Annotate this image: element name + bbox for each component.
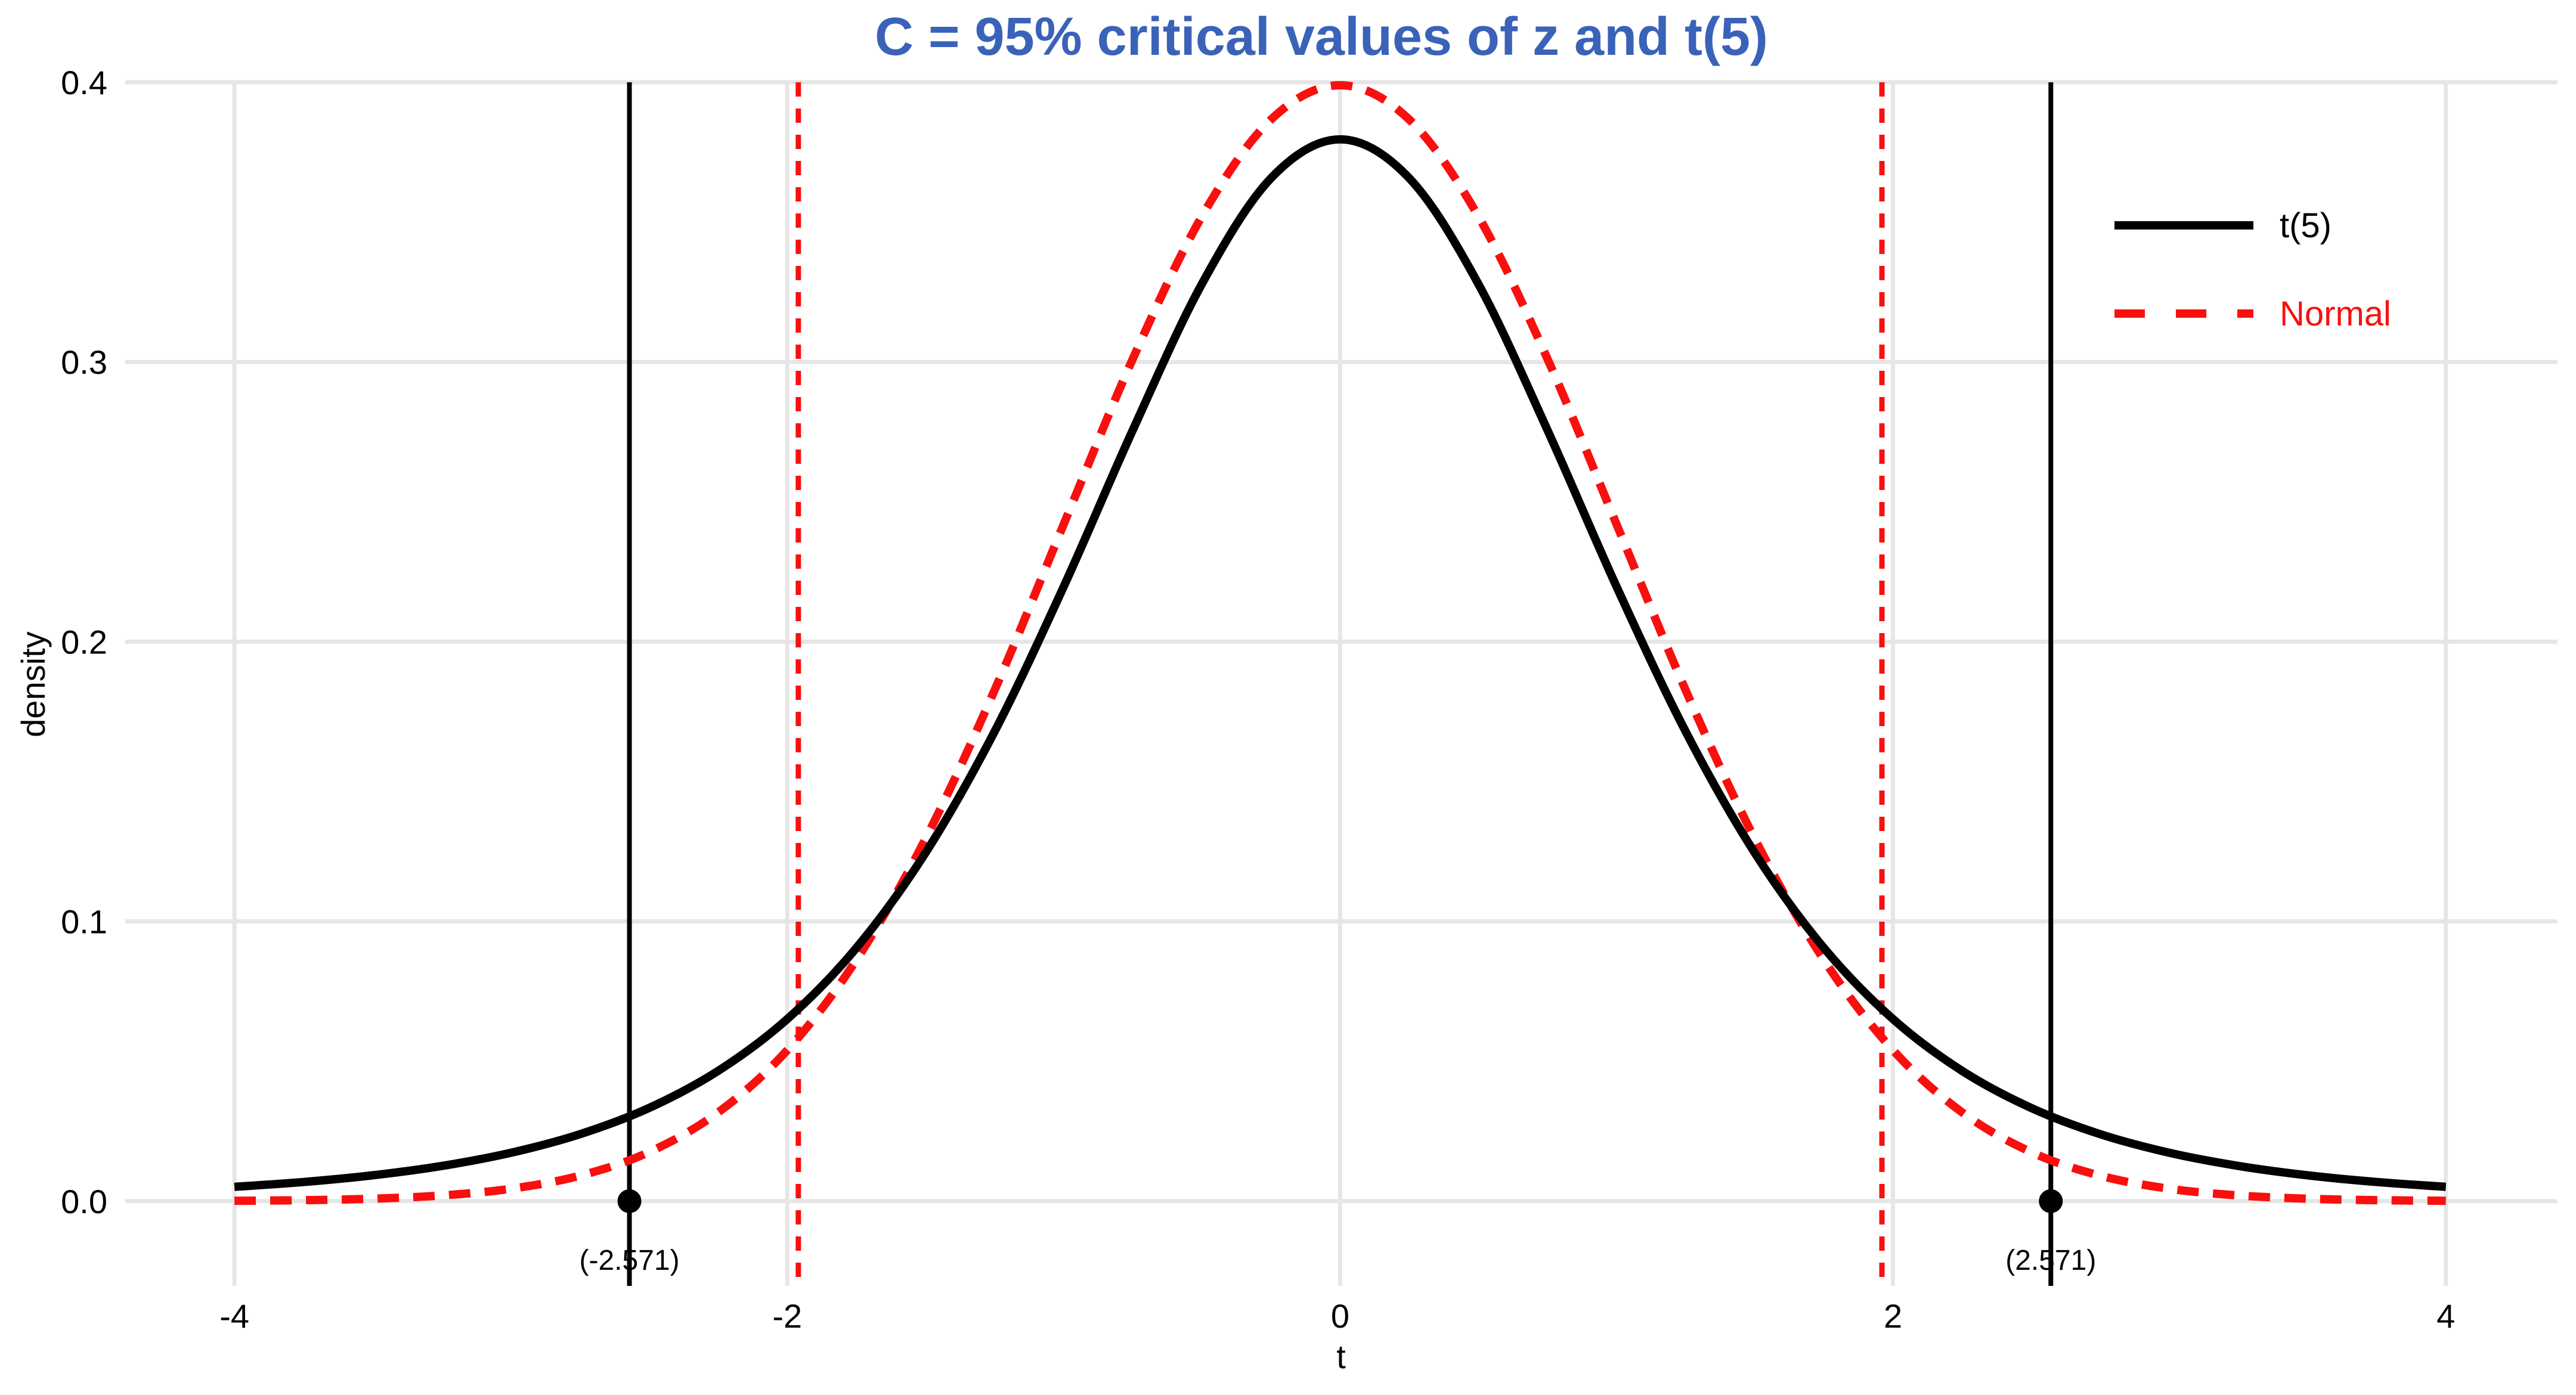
x-tick-label--4: -4 [219, 1297, 249, 1335]
y-tick-label-0.4: 0.4 [61, 64, 107, 101]
critical-value-label-pos: (2.571) [2005, 1245, 2096, 1276]
critical-point-pos [2039, 1189, 2063, 1213]
legend: t(5) Normal [2114, 206, 2391, 333]
curves-layer [234, 80, 2447, 1205]
annotations-layer: (-2.571) (2.571) [580, 1245, 2097, 1276]
t5-curve [234, 135, 2447, 1191]
chart-title: C = 95% critical values of z and t(5) [875, 7, 1768, 67]
y-tick-label-0.1: 0.1 [61, 903, 107, 941]
normal-curve [234, 80, 2446, 1205]
legend-label-normal: Normal [2280, 294, 2391, 333]
x-tick-label-4: 4 [2436, 1297, 2455, 1335]
critical-value-label-neg: (-2.571) [580, 1245, 680, 1276]
x-tick-label-2: 2 [1884, 1297, 1902, 1335]
y-tick-label-0.0: 0.0 [61, 1183, 107, 1220]
critical-point-neg [617, 1189, 642, 1213]
y-tick-label-0.3: 0.3 [61, 343, 107, 381]
x-tick-label-0: 0 [1331, 1297, 1349, 1335]
y-tick-label-0.2: 0.2 [61, 623, 107, 661]
x-axis-title: t [1336, 1338, 1346, 1375]
points-layer [617, 1189, 2063, 1213]
grid-layer [125, 80, 2558, 1286]
critical-lines-layer [627, 82, 2054, 1286]
x-tick-label--2: -2 [772, 1297, 802, 1335]
legend-label-t5: t(5) [2280, 206, 2332, 245]
y-axis-title: density [14, 631, 52, 737]
tick-labels-layer: -4 -2 0 2 4 0.0 0.1 0.2 0.3 0.4 [61, 64, 2455, 1335]
